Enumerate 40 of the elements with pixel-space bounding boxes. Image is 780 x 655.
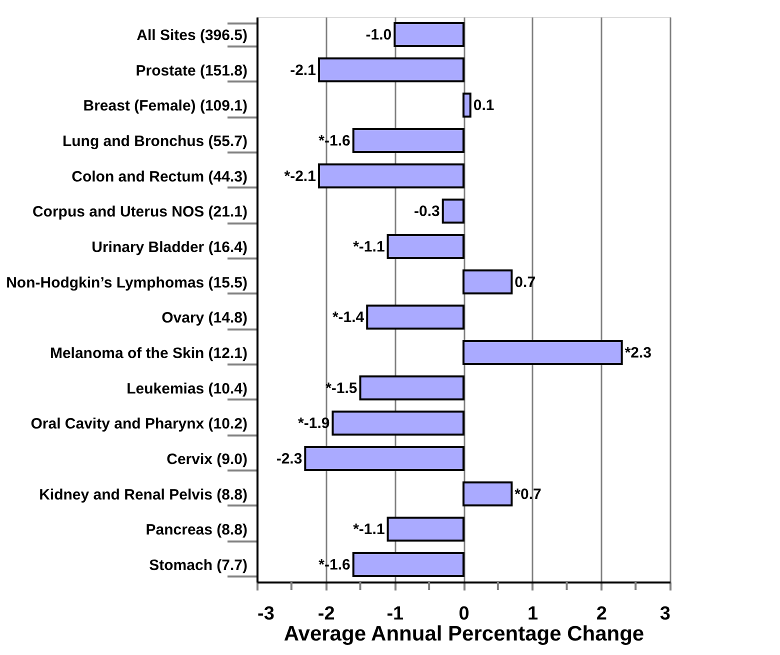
y-tick-label: Breast (Female) (109.1) (83, 98, 248, 115)
x-tick-label: -1 (386, 604, 404, 624)
x-tick-label: 0 (458, 604, 470, 624)
y-tick-label: Oral Cavity and Pharynx (10.2) (30, 416, 248, 433)
y-tick-label: Colon and Rectum (44.3) (72, 168, 248, 186)
x-tick-label: 1 (528, 604, 539, 624)
y-tick-label: Non-Hodgkin’s Lymphomas (15.5) (6, 274, 248, 292)
data-label: *-1.4 (332, 309, 365, 326)
x-tick-label: 3 (660, 604, 670, 624)
data-label: *-1.9 (298, 415, 330, 432)
y-tick-label: Kidney and Renal Pelvis (8.8) (39, 486, 248, 504)
x-axis-title: Average Annual Percentage Change (284, 622, 644, 646)
y-tick-label: Urinary Bladder (16.4) (92, 239, 248, 256)
data-label: *-1.6 (318, 556, 350, 574)
data-label: *-1.5 (326, 380, 358, 397)
data-label: *2.3 (624, 344, 652, 362)
y-tick-label: Lung and Bronchus (55.7) (62, 132, 248, 150)
data-label: -2.3 (276, 450, 302, 468)
data-label: -2.1 (290, 62, 316, 79)
data-label: *-1.1 (353, 238, 385, 256)
x-tick-label: 2 (596, 604, 607, 624)
y-tick-label: Prostate (151.8) (136, 62, 248, 80)
data-label: *-1.6 (318, 132, 350, 150)
data-label: *0.7 (514, 486, 542, 503)
y-tick-label: Corpus and Uterus NOS (21.1) (32, 204, 248, 221)
y-tick-label: Pancreas (8.8) (146, 522, 248, 539)
y-tick-label: Leukemias (10.4) (126, 380, 248, 398)
data-label: -1.0 (366, 26, 392, 44)
data-label: 0.1 (473, 97, 494, 114)
y-tick-label: All Sites (396.5) (136, 26, 248, 44)
data-label: -0.3 (414, 203, 440, 220)
data-label: *-1.1 (353, 521, 385, 538)
y-tick-label: Stomach (7.7) (149, 557, 248, 574)
data-label: *-2.1 (284, 168, 316, 185)
y-tick-label: Ovary (14.8) (162, 310, 248, 327)
y-tick-label: Cervix (9.0) (166, 451, 248, 468)
data-label: 0.7 (514, 274, 536, 291)
x-tick-label: -3 (258, 604, 274, 624)
x-tick-label: -2 (318, 604, 335, 624)
y-tick-label: Melanoma of the Skin (12.1) (50, 345, 248, 362)
